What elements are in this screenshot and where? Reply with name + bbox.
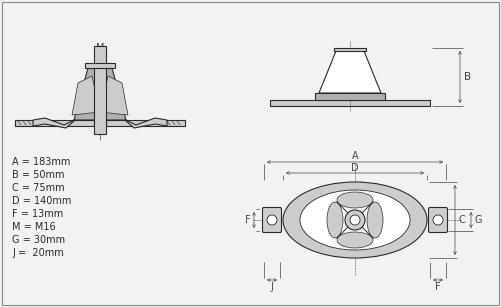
Ellipse shape bbox=[327, 202, 343, 238]
Circle shape bbox=[350, 215, 360, 225]
Text: C = 75mm: C = 75mm bbox=[12, 183, 65, 193]
Polygon shape bbox=[15, 120, 185, 126]
Polygon shape bbox=[74, 68, 126, 120]
Text: B = 50mm: B = 50mm bbox=[12, 170, 65, 180]
Text: F: F bbox=[435, 282, 441, 292]
FancyBboxPatch shape bbox=[428, 208, 447, 232]
Text: D = 140mm: D = 140mm bbox=[12, 196, 71, 206]
FancyBboxPatch shape bbox=[263, 208, 282, 232]
Text: D: D bbox=[351, 163, 359, 173]
Ellipse shape bbox=[337, 232, 373, 248]
Text: M: M bbox=[96, 43, 104, 53]
Ellipse shape bbox=[300, 190, 410, 250]
Polygon shape bbox=[270, 100, 430, 106]
Circle shape bbox=[267, 215, 277, 225]
Text: A: A bbox=[352, 151, 358, 161]
Ellipse shape bbox=[367, 202, 383, 238]
Text: B: B bbox=[464, 72, 471, 82]
Polygon shape bbox=[334, 48, 366, 51]
Polygon shape bbox=[85, 63, 115, 68]
Ellipse shape bbox=[283, 182, 427, 258]
Polygon shape bbox=[33, 118, 75, 128]
Polygon shape bbox=[72, 76, 100, 115]
Text: C: C bbox=[458, 215, 465, 225]
Polygon shape bbox=[100, 76, 128, 115]
Text: M = M16: M = M16 bbox=[12, 222, 56, 232]
Text: G: G bbox=[474, 215, 482, 225]
Text: F = 13mm: F = 13mm bbox=[12, 209, 63, 219]
Text: J: J bbox=[271, 282, 274, 292]
Circle shape bbox=[433, 215, 443, 225]
Polygon shape bbox=[315, 93, 385, 100]
Polygon shape bbox=[319, 51, 381, 93]
Circle shape bbox=[345, 210, 365, 230]
Polygon shape bbox=[94, 46, 106, 134]
Text: G = 30mm: G = 30mm bbox=[12, 235, 65, 245]
Polygon shape bbox=[125, 118, 167, 128]
Polygon shape bbox=[95, 120, 106, 126]
Text: J =  20mm: J = 20mm bbox=[12, 248, 64, 258]
Ellipse shape bbox=[337, 192, 373, 208]
Text: F: F bbox=[245, 215, 251, 225]
Text: A = 183mm: A = 183mm bbox=[12, 157, 70, 167]
